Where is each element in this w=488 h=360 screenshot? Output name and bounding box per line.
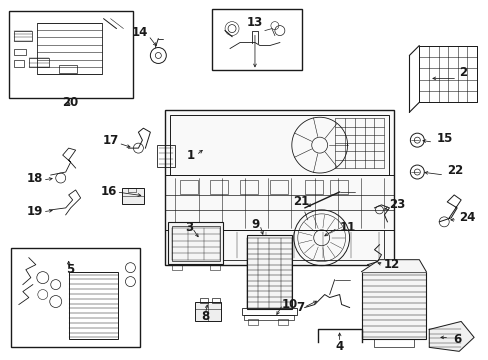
Text: 1: 1	[187, 149, 195, 162]
Bar	[165, 110, 394, 265]
Bar	[168, 222, 223, 264]
Text: 7: 7	[296, 301, 304, 314]
Text: 2: 2	[458, 66, 467, 79]
Bar	[14, 49, 26, 55]
Bar	[14, 60, 24, 67]
Text: 9: 9	[251, 218, 260, 231]
Bar	[329, 180, 347, 194]
Polygon shape	[428, 321, 473, 351]
Bar	[419, 45, 476, 102]
Bar	[242, 307, 296, 315]
Text: 11: 11	[339, 221, 355, 234]
Bar	[68, 272, 118, 339]
Text: 22: 22	[447, 163, 463, 176]
Bar	[172, 226, 220, 261]
Bar	[374, 339, 413, 347]
Bar	[212, 298, 220, 302]
Text: 5: 5	[66, 263, 75, 276]
Bar	[14, 31, 32, 41]
Bar	[59, 66, 77, 73]
Bar	[246, 235, 291, 310]
Bar	[11, 248, 140, 347]
Bar	[128, 188, 136, 192]
Bar	[175, 230, 384, 260]
Bar	[170, 115, 388, 175]
Bar	[269, 180, 287, 194]
Text: 13: 13	[246, 16, 263, 29]
Bar	[277, 319, 287, 325]
Text: 15: 15	[435, 132, 452, 145]
Bar	[244, 315, 293, 320]
Text: 21: 21	[293, 195, 309, 208]
Text: 14: 14	[132, 26, 148, 39]
Text: 24: 24	[458, 211, 474, 224]
Bar	[122, 188, 144, 204]
Bar	[210, 264, 220, 270]
Text: 6: 6	[452, 333, 461, 346]
Bar	[165, 175, 394, 230]
Bar	[304, 180, 322, 194]
Text: 17: 17	[102, 134, 118, 147]
Bar	[361, 272, 426, 339]
Text: 12: 12	[383, 258, 399, 271]
Bar	[172, 264, 182, 270]
Bar	[240, 180, 258, 194]
Bar	[180, 180, 198, 194]
Text: 16: 16	[101, 185, 117, 198]
Bar	[195, 302, 221, 321]
Bar	[37, 23, 102, 75]
Bar	[212, 9, 301, 71]
Text: 10: 10	[281, 298, 298, 311]
Text: 3: 3	[184, 221, 193, 234]
Bar	[200, 298, 208, 302]
Polygon shape	[361, 260, 426, 272]
Bar	[157, 145, 175, 167]
Bar	[210, 180, 227, 194]
Text: 4: 4	[335, 340, 343, 353]
Bar	[29, 58, 49, 67]
Bar	[9, 11, 133, 98]
Bar	[247, 319, 258, 325]
Text: 18: 18	[26, 171, 42, 185]
Text: 8: 8	[201, 310, 209, 323]
Text: 20: 20	[62, 96, 79, 109]
Text: 23: 23	[388, 198, 405, 211]
Text: 19: 19	[26, 205, 42, 219]
